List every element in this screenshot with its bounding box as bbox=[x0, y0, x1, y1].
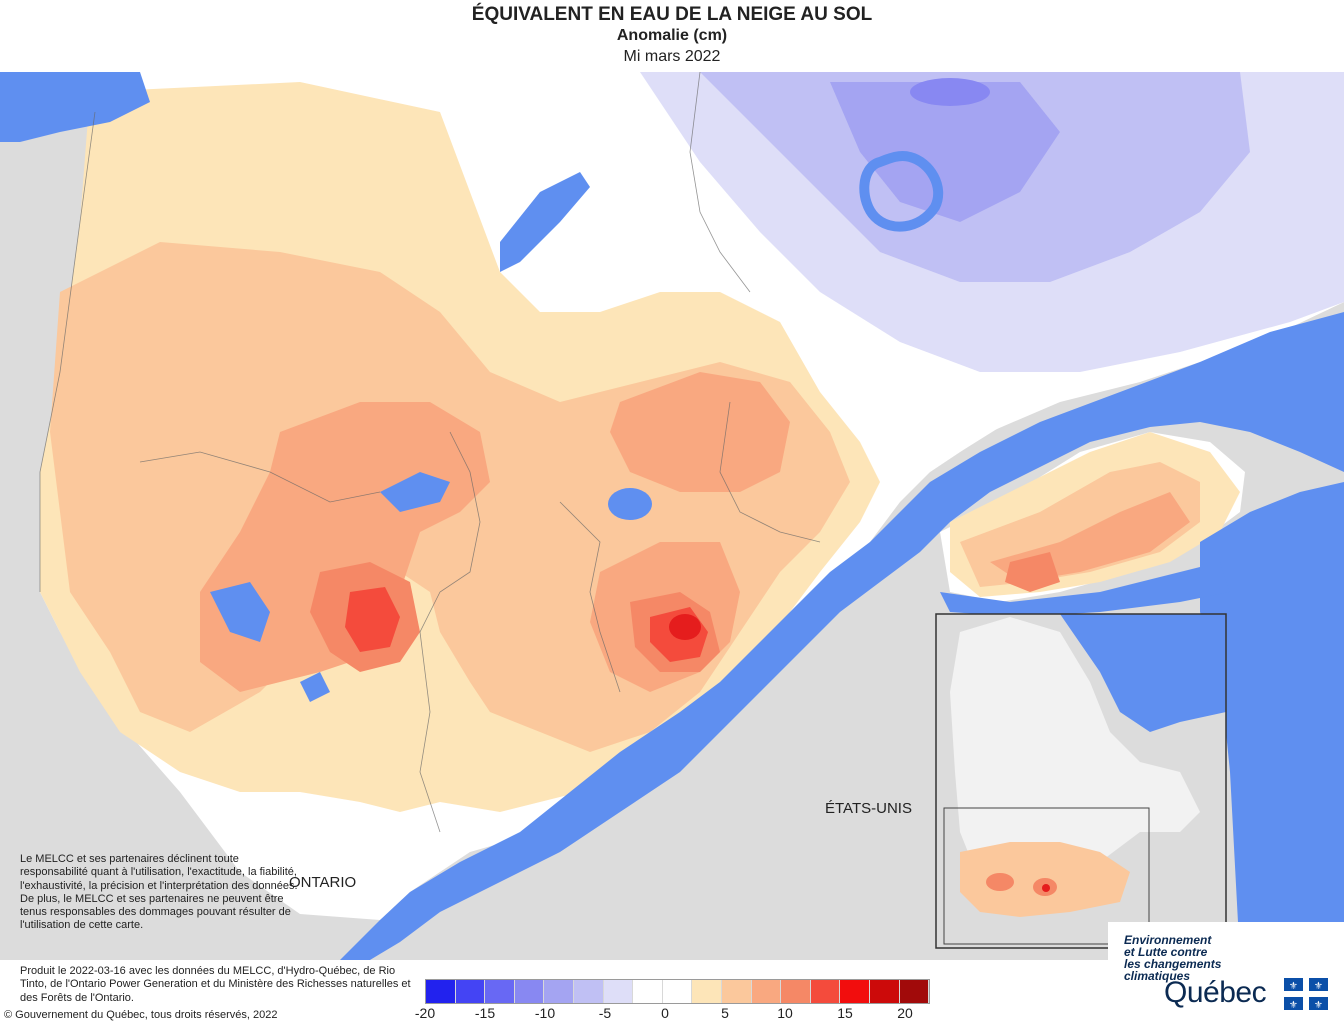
svg-text:⚜: ⚜ bbox=[1289, 1000, 1298, 1010]
color-legend bbox=[425, 979, 931, 1004]
legend-swatch bbox=[573, 980, 604, 1003]
gulf-water bbox=[1200, 482, 1344, 960]
quebec-flag-icon: ⚜ ⚜ ⚜ ⚜ bbox=[1284, 978, 1328, 1010]
legend-swatch bbox=[426, 980, 456, 1003]
legend-tick-label: -5 bbox=[598, 1005, 612, 1021]
map-date: Mi mars 2022 bbox=[623, 48, 721, 65]
legend-swatch bbox=[455, 980, 486, 1003]
ministry-line-1: Environnement bbox=[1124, 933, 1212, 947]
map-subtitle: Anomalie (cm) bbox=[616, 27, 728, 44]
legend-tick-label: -10 bbox=[534, 1005, 556, 1021]
legend-tick-label: -15 bbox=[474, 1005, 496, 1021]
legend-tick-label: 15 bbox=[837, 1005, 853, 1021]
legend-swatch bbox=[692, 980, 722, 1003]
legend-swatch bbox=[514, 980, 545, 1003]
legend-tick-label: 5 bbox=[721, 1005, 729, 1021]
lac-saint-jean bbox=[608, 488, 652, 520]
ministry-name: Environnement et Lutte contre les change… bbox=[1124, 934, 1221, 982]
manicouagan-reservoir bbox=[859, 150, 944, 232]
map-title: ÉQUIVALENT EN EAU DE LA NEIGE AU SOL bbox=[471, 4, 873, 25]
anomaly-positive-3c bbox=[610, 372, 790, 492]
anomaly-negative-3 bbox=[830, 82, 1060, 222]
legend-tick-label: 20 bbox=[897, 1005, 913, 1021]
legend-swatch bbox=[781, 980, 811, 1003]
inset-map bbox=[935, 613, 1227, 949]
ministry-line-2: et Lutte contre bbox=[1124, 945, 1208, 959]
copyright-text: © Gouvernement du Québec, tous droits ré… bbox=[4, 1009, 278, 1021]
anomaly-positive-gaspe-4 bbox=[1005, 552, 1060, 592]
svg-text:⚜: ⚜ bbox=[1289, 981, 1298, 992]
legend-swatch bbox=[751, 980, 782, 1003]
ministry-line-4: climatiques bbox=[1124, 969, 1191, 983]
quebec-logo-block: Environnement et Lutte contre les change… bbox=[1108, 922, 1344, 1024]
hudson-bay-water bbox=[0, 72, 150, 142]
inset-anomaly-hot-3 bbox=[1042, 884, 1050, 892]
legend-swatch bbox=[869, 980, 900, 1003]
production-credits: Produit le 2022-03-16 avec les données d… bbox=[20, 965, 411, 1004]
legend-swatch bbox=[485, 980, 515, 1003]
inset-zoom-frame bbox=[943, 807, 1150, 945]
legend-tick-label: 10 bbox=[777, 1005, 793, 1021]
inset-quebec bbox=[950, 617, 1200, 892]
inset-anomaly-hot-1 bbox=[986, 873, 1014, 891]
legend-swatch bbox=[603, 980, 634, 1003]
usa-label: ÉTATS-UNIS bbox=[825, 800, 912, 817]
anomaly-positive-5 bbox=[345, 587, 400, 652]
legend-swatch bbox=[721, 980, 752, 1003]
legend-swatch bbox=[544, 980, 574, 1003]
svg-text:⚜: ⚜ bbox=[1314, 981, 1323, 992]
cabonga-reservoir bbox=[210, 582, 270, 642]
anomaly-negative-4 bbox=[910, 78, 990, 106]
baskatong-lake bbox=[300, 672, 330, 702]
ministry-line-3: les changements bbox=[1124, 957, 1222, 971]
legend-swatch bbox=[810, 980, 841, 1003]
ontario-label: ONTARIO bbox=[289, 874, 357, 891]
disclaimer-text: Le MELCC et ses partenaires déclinent to… bbox=[20, 853, 298, 932]
lake-mistassini bbox=[500, 172, 590, 272]
anomaly-positive-6 bbox=[669, 614, 701, 640]
svg-text:⚜: ⚜ bbox=[1314, 1000, 1323, 1010]
gouin-reservoir bbox=[380, 472, 450, 512]
legend-swatch bbox=[899, 980, 930, 1003]
snow-water-equivalent-map bbox=[0, 72, 1344, 960]
legend-swatch bbox=[840, 980, 870, 1003]
legend-tick-label: 0 bbox=[661, 1005, 669, 1021]
legend-swatch bbox=[633, 980, 663, 1003]
legend-tick-label: -20 bbox=[414, 1005, 436, 1021]
quebec-wordmark: Québec bbox=[1164, 976, 1267, 1009]
legend-swatch bbox=[662, 980, 693, 1003]
region-boundaries bbox=[39, 72, 821, 833]
chaleur-bay bbox=[940, 562, 1230, 617]
st-lawrence-river bbox=[340, 312, 1344, 960]
